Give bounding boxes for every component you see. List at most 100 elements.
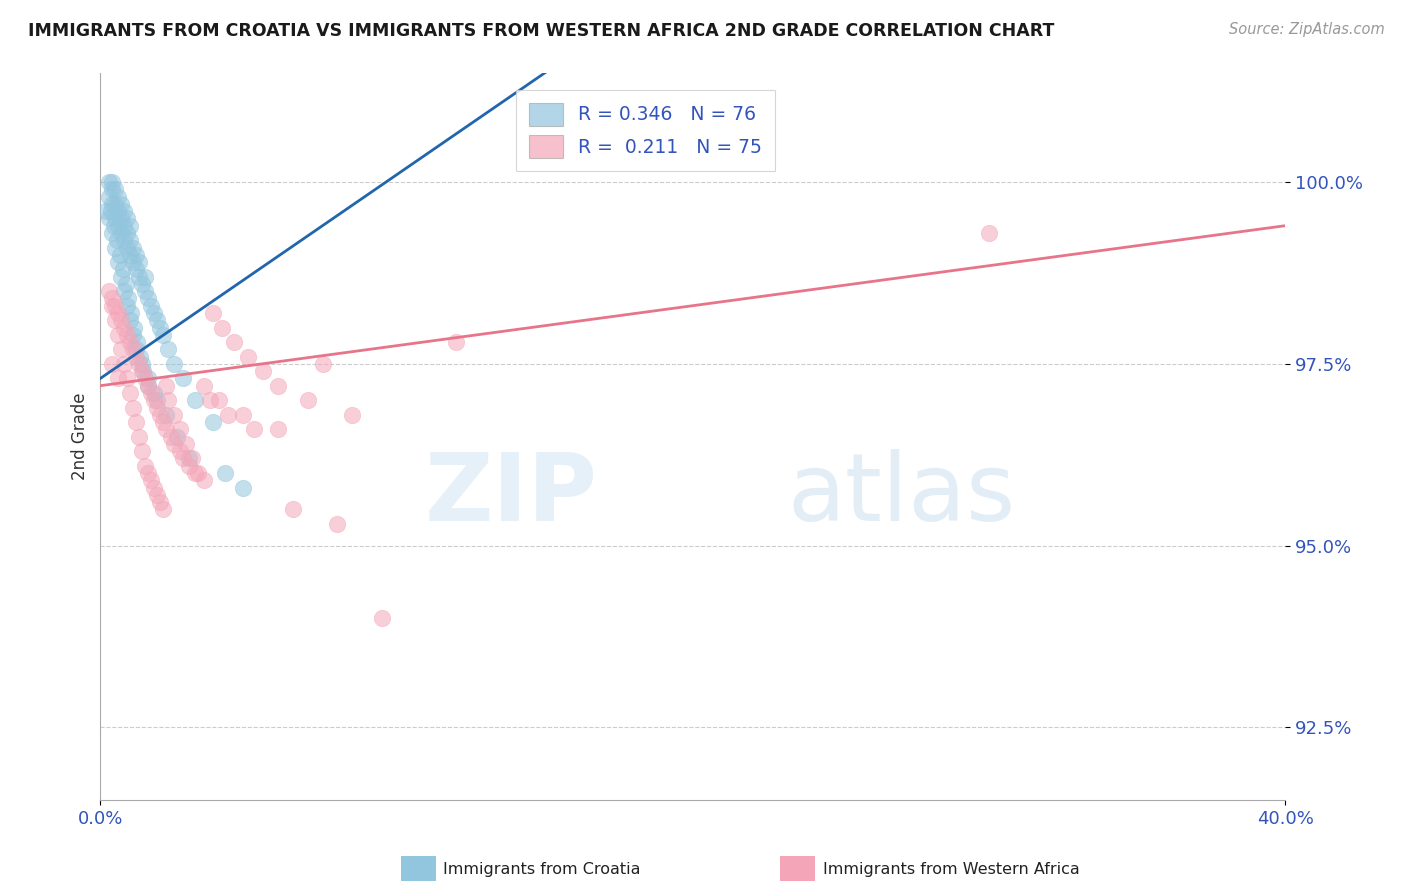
Point [115, 240, 138, 254]
Point [96, 204, 118, 219]
Point [311, 357, 333, 371]
Point [252, 364, 274, 378]
Point [231, 408, 253, 422]
Point [155, 408, 177, 422]
Point [155, 422, 177, 436]
Point [444, 334, 467, 349]
Point [107, 255, 129, 269]
Text: ZIP: ZIP [425, 449, 598, 541]
Point [110, 197, 132, 211]
Point [281, 502, 304, 516]
Text: Immigrants from Western Africa: Immigrants from Western Africa [823, 863, 1080, 877]
Point [124, 320, 146, 334]
Point [107, 219, 129, 233]
Point [163, 408, 186, 422]
Point [198, 393, 221, 408]
Point [131, 364, 153, 378]
Point [117, 292, 139, 306]
Point [125, 248, 148, 262]
Point [145, 313, 167, 327]
Point [103, 219, 125, 233]
Point [217, 408, 239, 422]
Point [104, 299, 127, 313]
Point [142, 386, 165, 401]
Point [122, 255, 145, 269]
Point [187, 466, 209, 480]
Point [110, 226, 132, 240]
Point [104, 182, 127, 196]
Point [115, 327, 138, 342]
Point [110, 211, 132, 226]
Point [149, 408, 172, 422]
Point [98, 284, 121, 298]
Point [201, 306, 224, 320]
Point [145, 393, 167, 408]
Point [101, 197, 124, 211]
Point [107, 204, 129, 219]
Point [125, 350, 148, 364]
Point [101, 175, 124, 189]
Point [110, 313, 132, 327]
Point [115, 226, 138, 240]
Point [136, 378, 159, 392]
Point [149, 320, 172, 334]
Point [131, 357, 153, 371]
Point [222, 334, 245, 349]
Point [128, 357, 150, 371]
Point [98, 211, 121, 226]
Text: Source: ZipAtlas.com: Source: ZipAtlas.com [1229, 22, 1385, 37]
Point [193, 473, 215, 487]
Point [134, 371, 156, 385]
Point [107, 327, 129, 342]
Point [139, 473, 162, 487]
Point [157, 343, 180, 357]
Point [122, 240, 145, 254]
Point [243, 422, 266, 436]
Point [157, 393, 180, 408]
Legend: R = 0.346   N = 76, R =  0.211   N = 75: R = 0.346 N = 76, R = 0.211 N = 75 [516, 89, 775, 171]
Point [179, 451, 201, 466]
Text: IMMIGRANTS FROM CROATIA VS IMMIGRANTS FROM WESTERN AFRICA 2ND GRADE CORRELATION : IMMIGRANTS FROM CROATIA VS IMMIGRANTS FR… [28, 22, 1054, 40]
Point [101, 299, 124, 313]
Point [184, 393, 207, 408]
Point [134, 269, 156, 284]
Point [340, 408, 363, 422]
Point [136, 371, 159, 385]
Point [111, 262, 134, 277]
Text: atlas: atlas [787, 449, 1015, 541]
Point [136, 378, 159, 392]
Point [125, 343, 148, 357]
Point [163, 357, 186, 371]
Point [104, 211, 127, 226]
Point [118, 233, 141, 247]
Point [125, 262, 148, 277]
Point [267, 422, 290, 436]
Point [142, 306, 165, 320]
Point [108, 248, 131, 262]
Point [101, 182, 124, 196]
Point [152, 327, 174, 342]
Point [128, 269, 150, 284]
Point [163, 437, 186, 451]
Point [169, 422, 191, 436]
Point [118, 386, 141, 401]
Point [122, 327, 145, 342]
Point [142, 393, 165, 408]
Point [131, 444, 153, 458]
Point [98, 189, 121, 203]
Point [125, 415, 148, 429]
Point [179, 458, 201, 473]
Point [105, 233, 128, 247]
Point [107, 371, 129, 385]
Point [129, 350, 152, 364]
Point [101, 357, 124, 371]
Point [172, 451, 194, 466]
Point [131, 277, 153, 291]
Point [139, 299, 162, 313]
Point [174, 437, 197, 451]
Point [98, 175, 121, 189]
Point [112, 320, 135, 334]
Point [110, 269, 132, 284]
Point [201, 415, 224, 429]
Point [231, 481, 253, 495]
